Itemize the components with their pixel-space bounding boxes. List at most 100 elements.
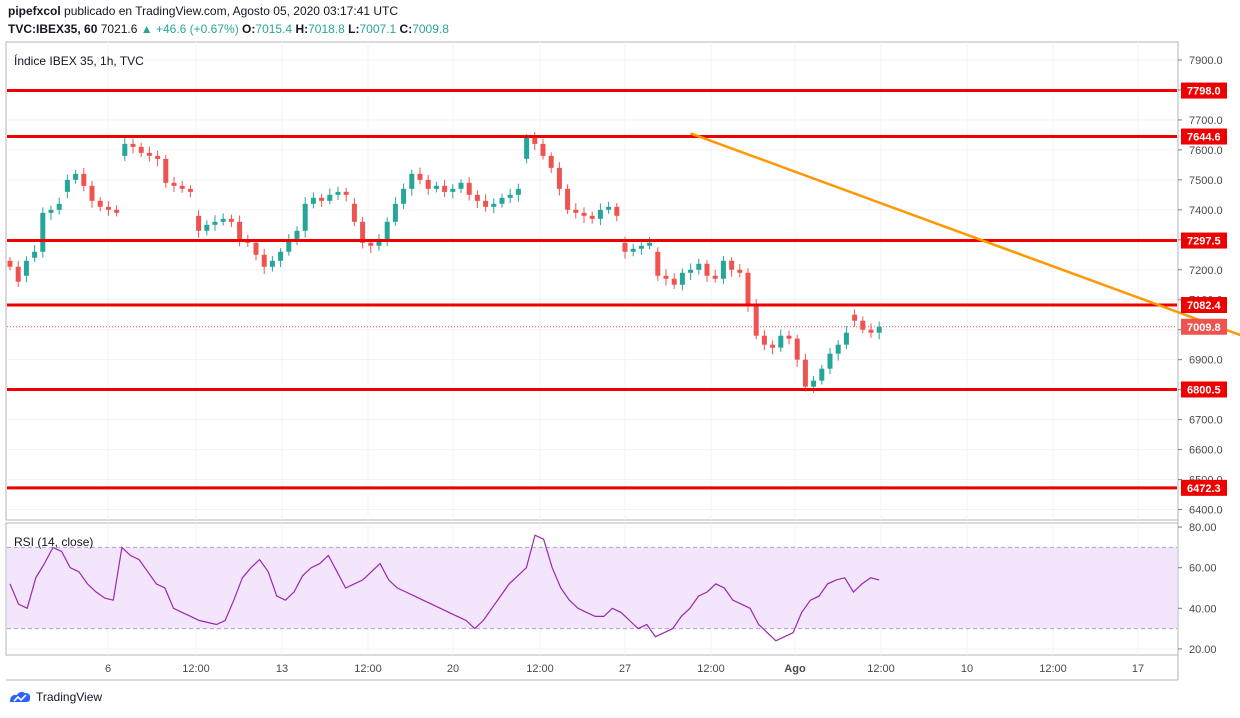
candle-body [843, 332, 849, 345]
candle-body [138, 146, 144, 153]
price-tick-label: 7200.0 [1189, 265, 1223, 277]
candle-body [278, 251, 284, 261]
candle-body [524, 137, 530, 159]
candle-body [212, 221, 218, 225]
candle-body [532, 137, 538, 144]
level-price-label: 7798.0 [1187, 86, 1221, 98]
level-price-label: 6800.5 [1187, 384, 1221, 396]
candle-body [565, 188, 571, 210]
candle-body [368, 242, 374, 246]
candle-body [688, 269, 694, 273]
candle-body [269, 260, 275, 267]
candle-body [433, 185, 439, 189]
candle-body [261, 254, 267, 267]
level-price-tag [1181, 128, 1227, 145]
author-name: pipefxcol [8, 4, 61, 18]
candle-body [64, 179, 70, 192]
level-price-tag [1181, 297, 1227, 314]
candle-body [729, 260, 735, 270]
candle-body [458, 182, 464, 189]
candle-body [360, 221, 366, 243]
candle-body [343, 191, 349, 195]
rsi-line [9, 534, 880, 642]
candle-body [655, 251, 661, 276]
candle-body [802, 359, 808, 387]
candle-body [786, 335, 792, 339]
rsi-series-line [9, 534, 880, 642]
candle-body [589, 215, 595, 219]
candle-body [179, 185, 185, 189]
open-value: 7015.4 [255, 22, 293, 36]
candle-body [638, 245, 644, 249]
candle-body [794, 338, 800, 360]
candle-body [409, 173, 415, 189]
price-panel[interactable] [5, 41, 1179, 521]
candle-body [483, 200, 489, 207]
low-value: 7007.1 [359, 22, 397, 36]
time-tick-label: 12:00 [526, 663, 554, 675]
trendline[interactable] [690, 132, 1240, 389]
time-tick-label: 12:00 [182, 663, 210, 675]
candle-body [401, 188, 407, 204]
candle-body [294, 230, 300, 240]
level-price-label: 7082.4 [1187, 300, 1222, 312]
candle-body [97, 200, 103, 207]
candle-body [614, 206, 620, 216]
price-tick-label: 6600.0 [1189, 445, 1223, 457]
candle-body [310, 197, 316, 204]
candle-body [40, 212, 46, 252]
candle-body [720, 260, 726, 279]
candle-body [122, 143, 128, 156]
symbol-label: TVC:IBEX35, 60 [8, 22, 98, 36]
time-tick-label: 12:00 [1039, 663, 1067, 675]
level-price-label: 6472.3 [1187, 483, 1221, 495]
close-value: 7009.8 [412, 22, 449, 36]
time-axis[interactable]: 6 12:00 13 12:00 20 12:00 27 12:00 Ago 12:00 10 12:… [105, 663, 1144, 675]
candle-body [253, 242, 259, 255]
candle-body [630, 248, 636, 252]
candle-body [196, 215, 202, 231]
price-tick-label: 7500.0 [1189, 175, 1223, 187]
rsi-title: RSI (14, close) [14, 535, 93, 549]
candle-body [868, 329, 874, 333]
candle-body [663, 275, 669, 279]
candle-body [753, 305, 759, 336]
candle-body [327, 194, 333, 201]
rsi-band [7, 546, 1177, 630]
publish-text: publicado en TradingView.com, Agosto 05,… [60, 4, 399, 18]
candle-body [56, 203, 62, 210]
candle-body [228, 218, 234, 222]
candle-body [417, 173, 423, 180]
last-price-label: 7009.8 [1187, 322, 1221, 334]
price-tick-label: 6900.0 [1189, 355, 1223, 367]
candle-body [237, 221, 243, 240]
candle-body [548, 155, 554, 168]
price-axis[interactable]: 7900.07800.07700.07600.07500.07400.07300… [1178, 55, 1227, 517]
candle-body [425, 179, 431, 189]
candle-body [187, 188, 193, 192]
candle-body [811, 380, 817, 387]
time-tick-label: 12:00 [354, 663, 382, 675]
candle-body [204, 224, 210, 231]
candle-body [778, 335, 784, 348]
candle-body [770, 344, 776, 348]
candle-body [606, 206, 612, 210]
candle-body [540, 143, 546, 156]
rsi-tick-label: 60.00 [1189, 563, 1217, 575]
candle-body [745, 272, 751, 306]
tradingview-logo-icon [10, 691, 31, 702]
time-tick-label: 10 [961, 663, 973, 675]
candle-body [384, 221, 390, 240]
candle-body [597, 209, 603, 219]
candle-body [466, 182, 472, 195]
last-price-tag [1181, 318, 1227, 335]
candle-body [114, 209, 120, 213]
candle-body [15, 266, 21, 282]
candle-body [335, 191, 341, 195]
candles [7, 131, 882, 393]
candle-body [737, 269, 743, 273]
trendline-segment [690, 132, 1240, 337]
candle-body [105, 206, 111, 210]
candle-body [581, 212, 587, 216]
